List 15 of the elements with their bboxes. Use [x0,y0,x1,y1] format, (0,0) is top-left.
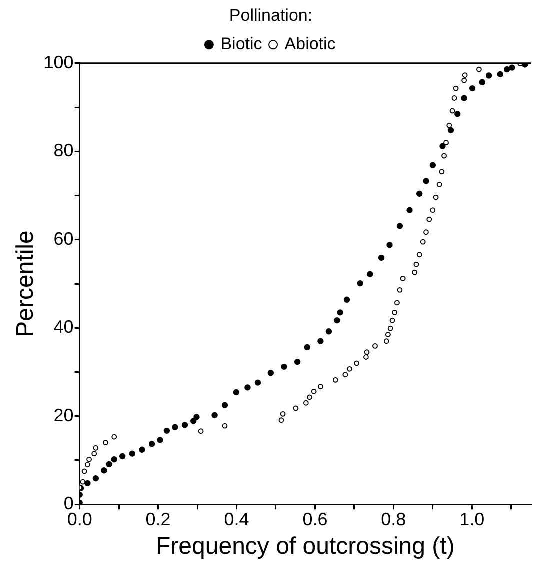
y-tick-label: 100 [44,52,74,72]
y-tick-label: 60 [54,228,74,249]
legend-title: Pollination: [229,6,313,26]
x-tick-label: 0.6 [302,509,328,530]
x-tick-label: 0.8 [381,509,406,530]
x-tick-label: 0.2 [146,509,171,530]
legend-label: Abiotic [284,34,336,54]
y-tick-label: 80 [54,140,74,161]
y-tick-label: 20 [54,405,74,426]
y-tick-label: 40 [54,317,74,338]
x-tick-label: 0.4 [224,509,250,530]
y-axis-title: Percentile [12,230,40,338]
x-axis-title: Frequency of outcrossing (t) [156,533,455,560]
x-tick-label: 1.0 [460,509,485,530]
legend-label: Biotic [220,34,263,54]
